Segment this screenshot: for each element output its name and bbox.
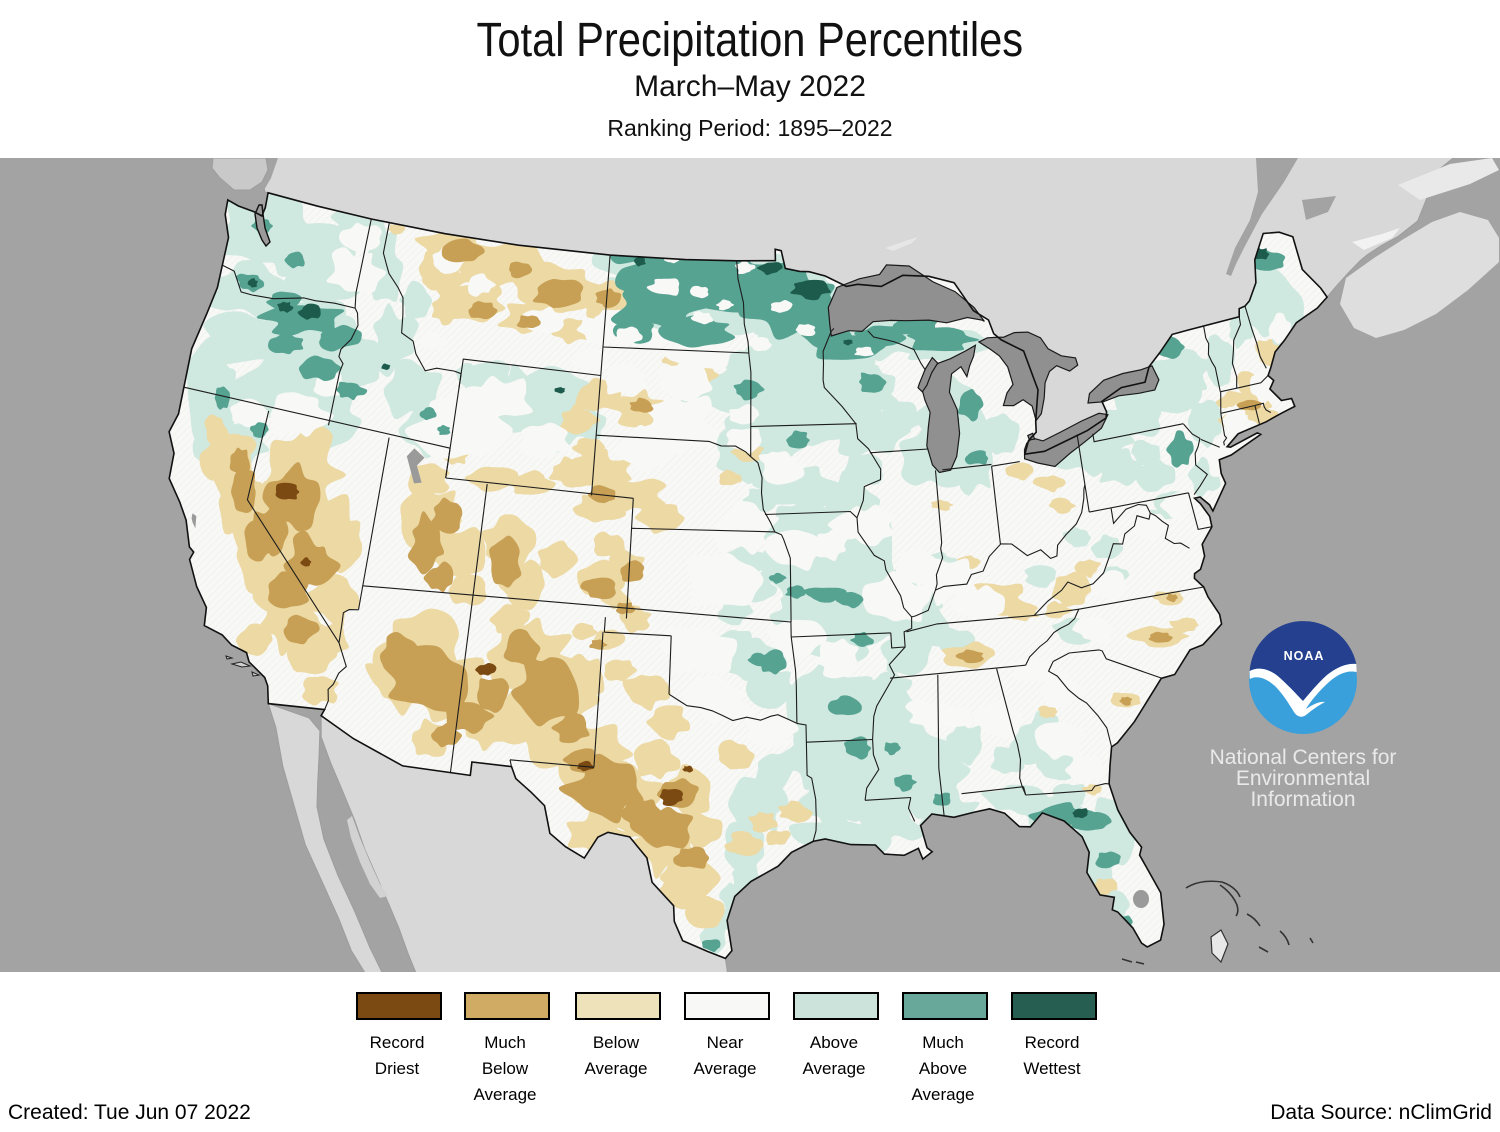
svg-text:Environmental: Environmental	[1236, 767, 1370, 790]
svg-text:National Centers for: National Centers for	[1210, 746, 1397, 769]
svg-text:Information: Information	[1250, 788, 1355, 811]
svg-text:NOAA: NOAA	[1284, 649, 1325, 663]
